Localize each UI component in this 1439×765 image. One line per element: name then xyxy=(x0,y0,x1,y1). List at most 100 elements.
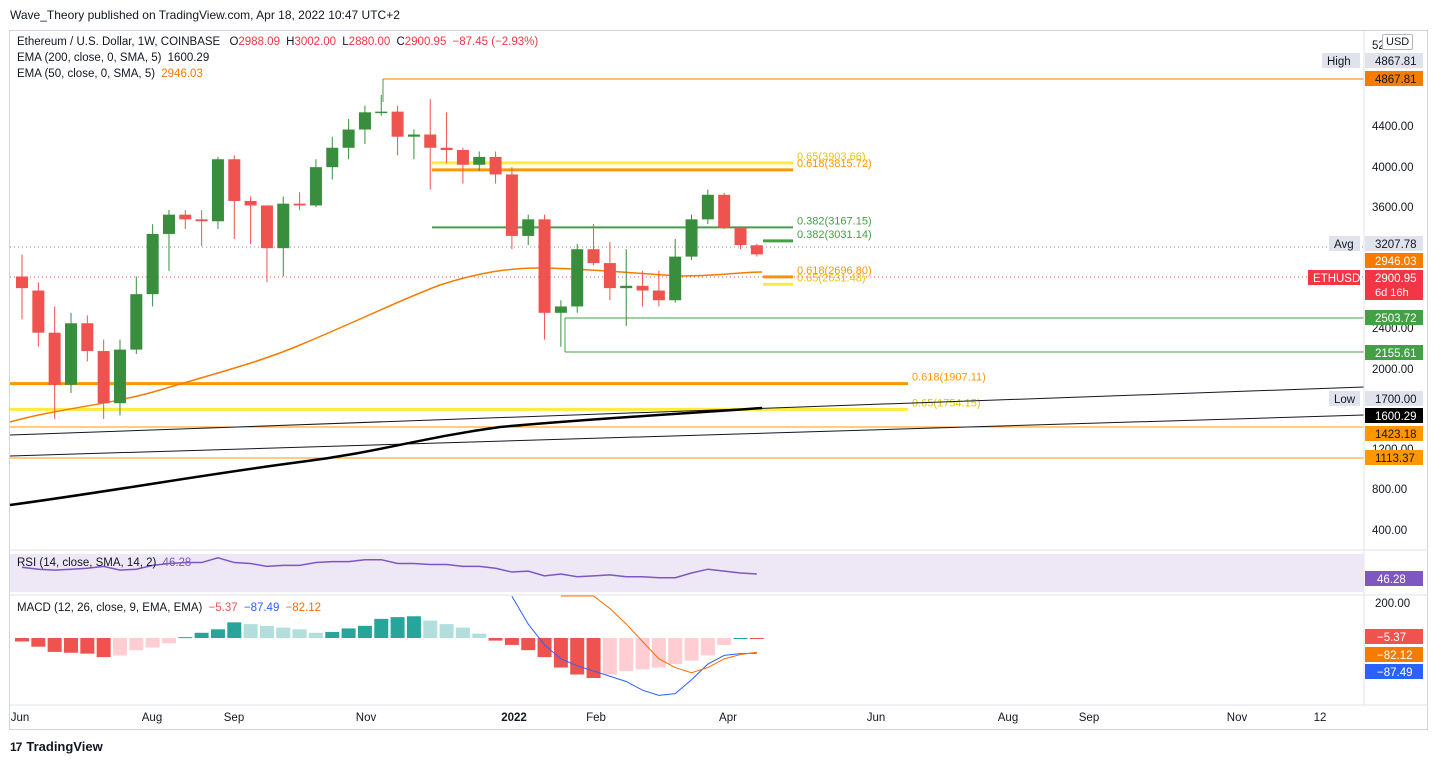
chart-frame xyxy=(9,30,1428,730)
low-label: L xyxy=(342,36,349,48)
low-value: 2880.00 xyxy=(348,36,391,48)
candle-body xyxy=(522,219,535,236)
x-tick-label: Jun xyxy=(867,712,886,724)
currency-button[interactable]: USD xyxy=(1382,34,1414,50)
macd-histogram-bar xyxy=(717,638,732,645)
candle-body xyxy=(489,156,502,175)
macd-histogram-bar xyxy=(439,624,454,638)
x-tick-label: Sep xyxy=(224,712,244,724)
candle-body xyxy=(309,167,322,206)
fib-level-label: 0.65(2631.48) xyxy=(797,272,866,284)
macd-histogram-bar xyxy=(586,638,601,678)
y-tick-label: 3600.00 xyxy=(1372,202,1414,214)
ema200-label: EMA (200, close, 0, SMA, 5) xyxy=(17,52,162,64)
macd-histogram-bar xyxy=(325,631,340,638)
candle-body xyxy=(750,245,763,255)
ema50-value: 2946.03 xyxy=(161,68,203,80)
trendline xyxy=(9,414,1365,457)
macd-histogram-bar xyxy=(227,622,242,638)
high-label: H xyxy=(286,36,295,48)
candle-body xyxy=(456,150,469,165)
macd-histogram-bar xyxy=(406,616,421,638)
x-tick-label: Feb xyxy=(586,712,606,724)
candle-body xyxy=(636,285,649,291)
ema200-line xyxy=(9,406,763,507)
macd-histogram-bar xyxy=(504,638,519,645)
rsi-badge-value: 46.28 xyxy=(1377,574,1406,586)
macd-histogram-bar xyxy=(521,638,536,651)
candle-body xyxy=(32,290,45,333)
rsi-label: RSI (14, close, SMA, 14, 2) xyxy=(17,557,157,569)
macd-histogram-bar xyxy=(210,629,225,638)
price-badge xyxy=(1365,408,1423,423)
macd-histogram-bar xyxy=(537,638,552,658)
open-value: 2988.09 xyxy=(238,36,280,48)
ema50-label: EMA (50, close, 0, SMA, 5) xyxy=(17,68,156,80)
y-tick-label: 2400.00 xyxy=(1372,323,1414,335)
macd-signal-line xyxy=(560,595,757,674)
main-legend: Ethereum / U.S. Dollar, 1W, COINBASE O29… xyxy=(17,36,538,48)
fib-level-label: 0.618(2696.80) xyxy=(797,265,872,277)
price-badge xyxy=(1365,236,1423,251)
candle-body xyxy=(685,219,698,257)
price-badge xyxy=(1365,53,1423,68)
price-badge xyxy=(1365,270,1423,300)
macd-signal-value: −82.12 xyxy=(285,602,322,614)
macd-badge-value: −5.37 xyxy=(1377,632,1406,644)
candle-body xyxy=(130,294,143,350)
price-badge xyxy=(1365,450,1423,465)
candle-body xyxy=(718,194,731,229)
candle-body xyxy=(162,214,175,234)
y-tick-label: 400.00 xyxy=(1372,525,1407,537)
macd-histogram-bar xyxy=(619,638,634,672)
macd-histogram-bar xyxy=(259,625,274,638)
candle-body xyxy=(211,159,224,222)
fib-level-label: 0.382(3031.14) xyxy=(797,229,872,241)
x-tick-label: Aug xyxy=(142,712,162,724)
x-tick-label: Apr xyxy=(719,712,737,724)
candle-body xyxy=(146,233,159,295)
macd-hist-value: −5.37 xyxy=(208,602,238,614)
rsi-legend: RSI (14, close, SMA, 14, 2) 46.28 xyxy=(17,557,191,569)
candle-body xyxy=(669,256,682,301)
macd-histogram-bar xyxy=(15,638,29,642)
macd-histogram-bar xyxy=(292,629,307,638)
candle-body xyxy=(473,156,486,165)
candle-body xyxy=(195,219,208,222)
macd-histogram-bar xyxy=(31,638,46,647)
rsi-badge xyxy=(1365,571,1423,586)
macd-badge-value: −87.49 xyxy=(1377,667,1413,679)
macd-tick-label: 200.00 xyxy=(1375,598,1410,610)
macd-histogram-bar xyxy=(129,638,144,651)
macd-histogram-bar xyxy=(96,638,111,658)
close-value: 2900.95 xyxy=(404,36,447,48)
macd-histogram-bar xyxy=(423,620,438,638)
candle-body xyxy=(64,323,77,385)
macd-badge xyxy=(1365,664,1423,679)
macd-histogram-bar xyxy=(602,638,617,675)
footer-brand: 17 TradingView xyxy=(10,739,103,754)
macd-histogram-bar xyxy=(553,638,568,668)
macd-histogram-bar xyxy=(178,637,193,639)
candle-body xyxy=(538,219,551,313)
x-tick-label: 2022 xyxy=(501,712,527,724)
macd-histogram-bar xyxy=(276,627,291,638)
candle-body xyxy=(554,306,567,313)
ema200-value: 1600.29 xyxy=(167,52,210,64)
macd-histogram-bar xyxy=(570,638,585,675)
candle-body xyxy=(603,263,616,289)
candle-body xyxy=(228,159,241,201)
rsi-line xyxy=(21,557,757,579)
candle-body xyxy=(440,147,453,151)
candle-body xyxy=(81,323,94,352)
candle-body xyxy=(701,194,714,220)
price-badge-value: 4867.81 xyxy=(1375,56,1417,68)
fib-level-label: 0.618(1907.11) xyxy=(912,372,986,384)
price-badge xyxy=(1365,391,1423,406)
y-tick-label: 4400.00 xyxy=(1372,121,1414,133)
candle-body xyxy=(407,134,420,137)
rsi-band xyxy=(10,554,1364,592)
candle-body xyxy=(326,147,339,168)
candle-body xyxy=(620,285,633,289)
